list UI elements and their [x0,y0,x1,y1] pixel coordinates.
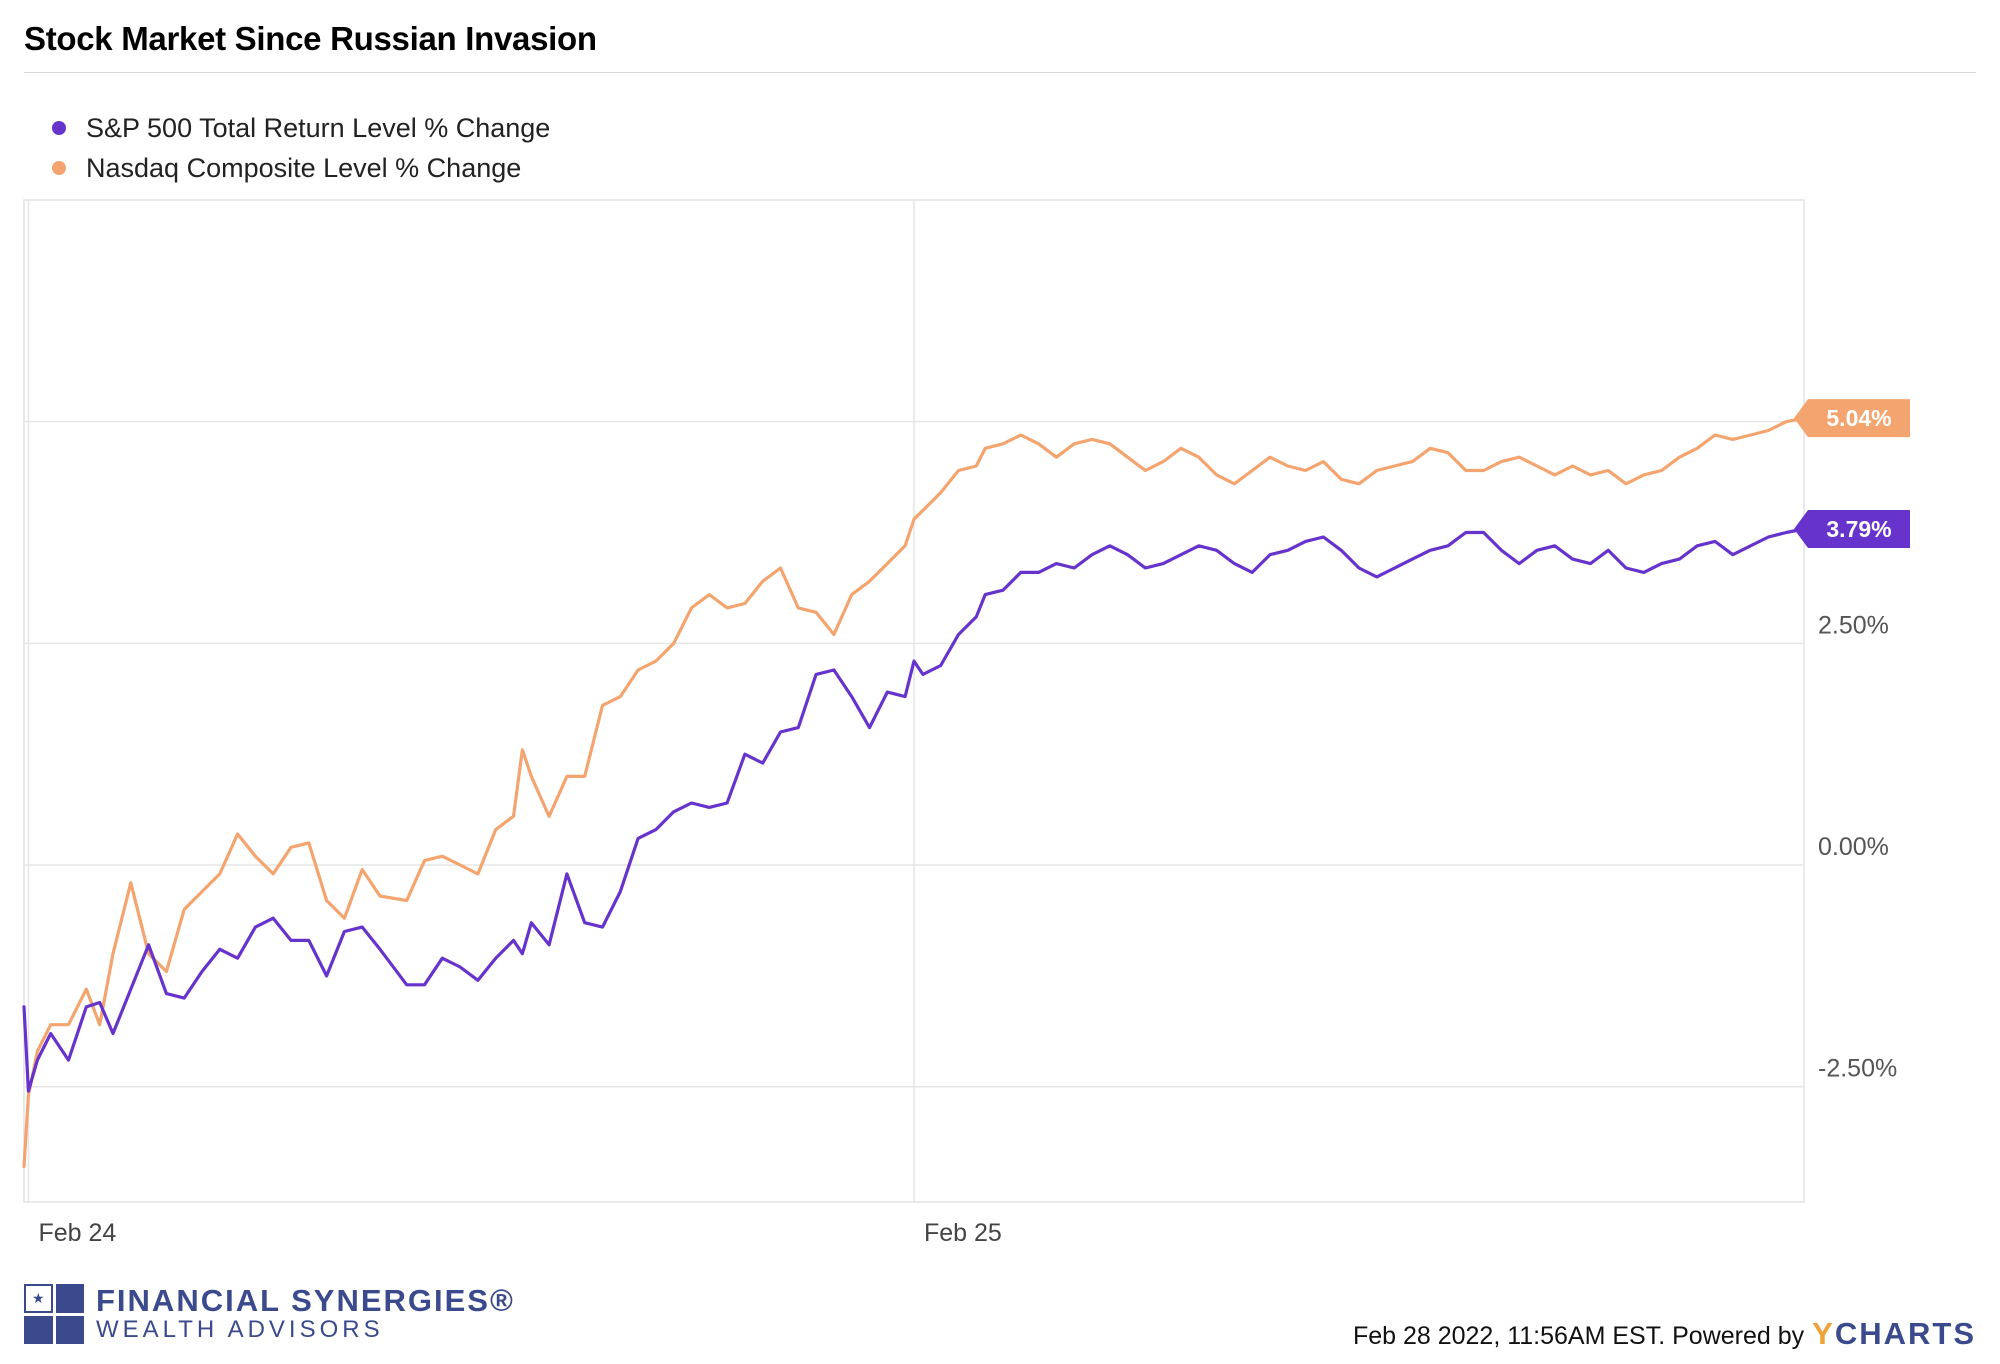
series-line-nasdaq [22,416,1806,1169]
grid [23,199,1805,1203]
legend: S&P 500 Total Return Level % Change Nasd… [52,108,550,188]
series-layer [22,416,1806,1169]
title-divider [24,72,1976,73]
series-line-sp500 [22,527,1806,1093]
legend-dot-nasdaq [52,161,66,175]
chart-title: Stock Market Since Russian Invasion [24,20,597,57]
legend-label-sp500: S&P 500 Total Return Level % Change [86,112,551,143]
credit-text: Feb 28 2022, 11:56AM EST. Powered by [1352,1322,1805,1350]
legend-item-nasdaq[interactable]: Nasdaq Composite Level % Change [52,148,550,188]
legend-label-nasdaq: Nasdaq Composite Level % Change [86,152,522,183]
brand-logo: ★ FINANCIAL SYNERGIES® WEALTH ADVISORS [24,1284,515,1344]
x-tick-label: Feb 24 [38,1219,116,1247]
y-tick-label: 2.50% [1818,611,1889,639]
ycharts-logo[interactable]: YCHARTS [1812,1316,1976,1351]
brand-subtitle: WEALTH ADVISORS [96,1316,384,1343]
legend-item-sp500[interactable]: S&P 500 Total Return Level % Change [52,108,550,148]
end-tag-sp500 [1794,509,1910,548]
y-tick-label: 0.00% [1818,833,1889,861]
axis-labels: -2.50% 0.00% 2.50% Feb 24 Feb 25 [38,611,1897,1247]
brand-name: FINANCIAL SYNERGIES® [96,1283,515,1318]
brand-mark-icon: ★ [24,1284,84,1344]
credit-line: Feb 28 2022, 11:56AM EST. Powered by YCH… [1353,1316,1976,1352]
end-label-sp500: 3.79% [1826,516,1891,542]
end-label-nasdaq: 5.04% [1826,405,1891,431]
y-tick-label: -2.50% [1818,1055,1897,1083]
legend-dot-sp500 [52,121,66,135]
end-tag-nasdaq [1794,399,1910,438]
x-tick-label: Feb 25 [924,1219,1002,1247]
end-labels: 5.04% 3.79% [1794,399,1910,548]
